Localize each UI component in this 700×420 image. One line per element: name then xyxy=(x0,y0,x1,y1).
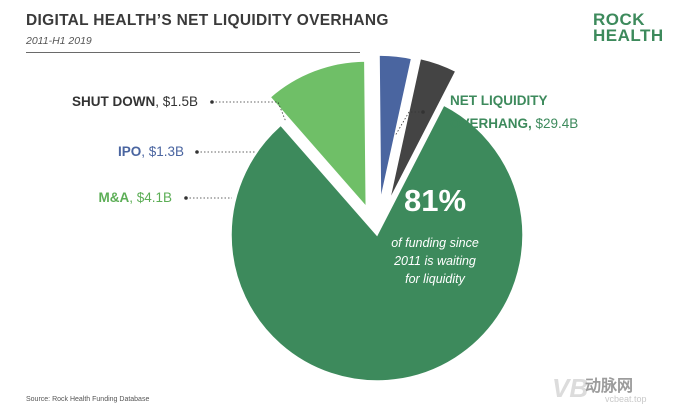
slice-label-ipo: IPO, $1.3B xyxy=(118,144,184,159)
title-divider xyxy=(26,52,360,53)
callout-line-1: of funding since xyxy=(391,236,479,250)
slice-label-m-a: M&A, $4.1B xyxy=(98,190,172,205)
callout-percent: 81% xyxy=(404,183,466,218)
callout-line-2: 2011 is waiting xyxy=(393,254,476,268)
logo-line-1: ROCK xyxy=(593,10,646,29)
pie-slice-ipo xyxy=(378,54,413,202)
leader-dot-m-a xyxy=(184,196,188,200)
leader-dot-net-liquidity-overhang xyxy=(421,110,425,114)
watermark-mark: VB xyxy=(552,373,589,403)
slice-label-net-liquidity-overhang: NET LIQUIDITY xyxy=(450,93,548,108)
pie-slice-m-a xyxy=(269,60,368,209)
chart-subtitle: 2011-H1 2019 xyxy=(26,35,92,47)
pie-slice-shut-down xyxy=(388,57,457,202)
leader-dot-shut-down xyxy=(210,100,214,104)
slice-value-net-liquidity-overhang: OVERHANG, $29.4B xyxy=(450,116,578,131)
source-note: Source: Rock Health Funding Database xyxy=(26,396,150,403)
rock-health-logo: ROCK HEALTH xyxy=(593,10,664,45)
pie-slice-net-liquidity-overhang xyxy=(230,104,524,382)
watermark-url: vcbeat.top xyxy=(605,394,647,404)
watermark-text: 动脉网 xyxy=(585,378,634,395)
logo-line-2: HEALTH xyxy=(593,26,664,45)
leader-line-net-liquidity-overhang xyxy=(394,111,423,137)
leader-line-shut-down xyxy=(212,101,287,123)
chart-title: DIGITAL HEALTH’S NET LIQUIDITY OVERHANG xyxy=(26,12,389,29)
leader-dot-ipo xyxy=(195,150,199,154)
callout-line-3: for liquidity xyxy=(405,272,465,286)
slice-label-shut-down: SHUT DOWN, $1.5B xyxy=(72,94,198,109)
